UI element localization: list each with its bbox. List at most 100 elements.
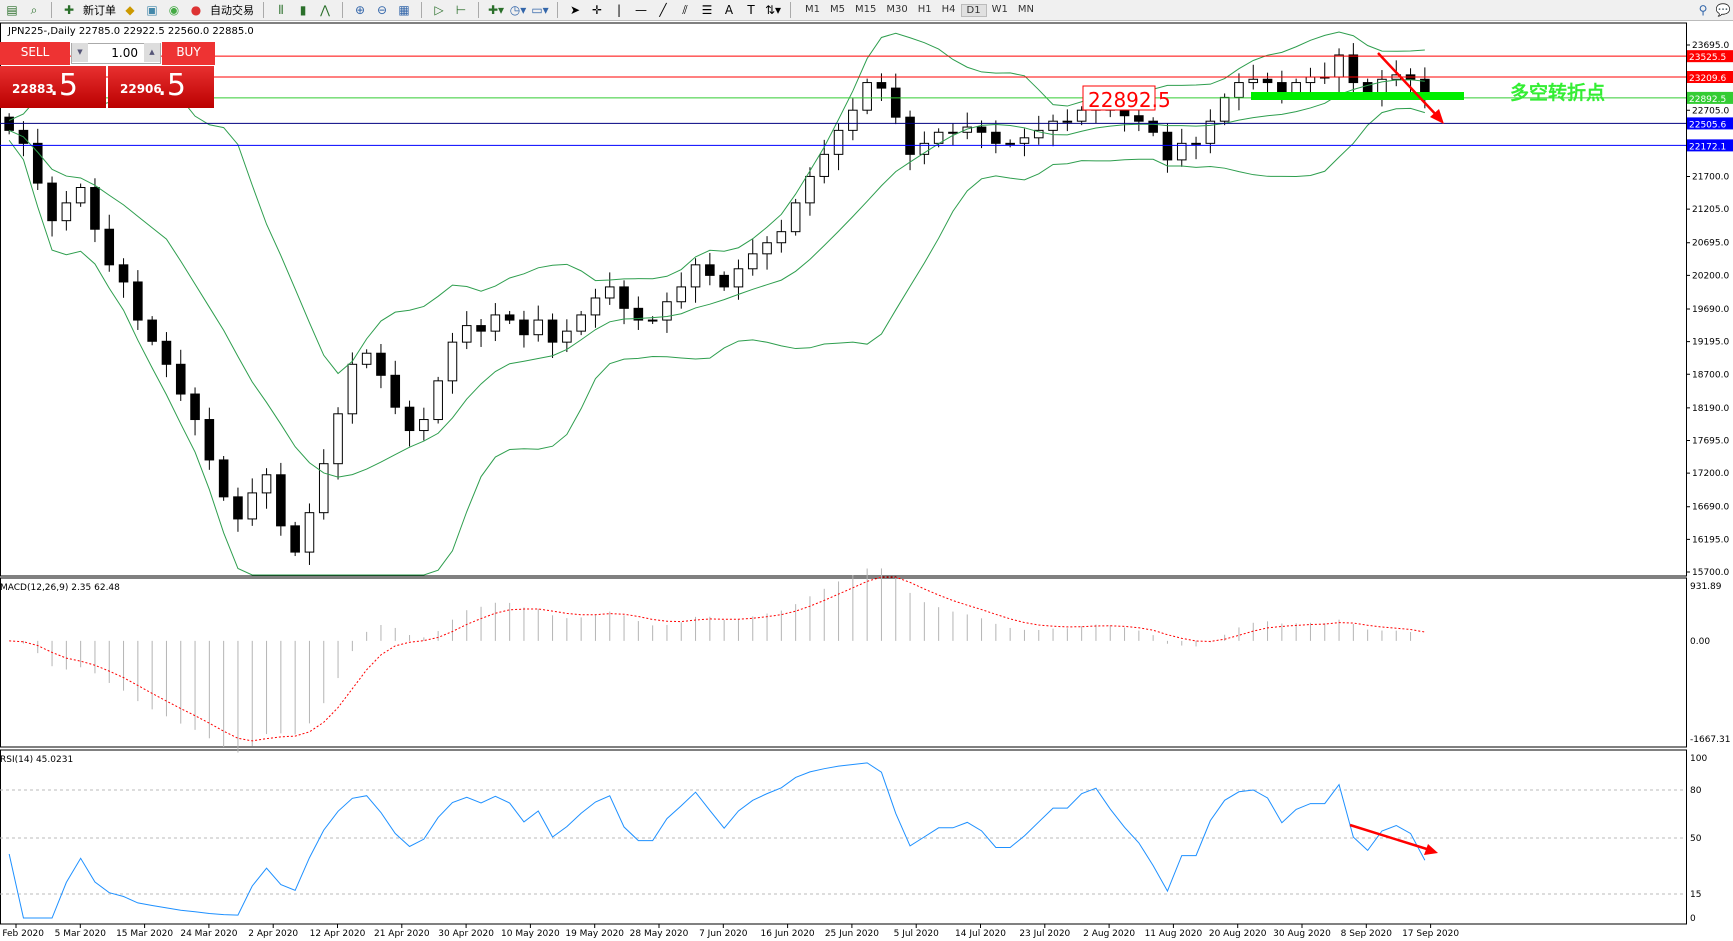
terminal-icon[interactable]: ▣ <box>146 3 158 17</box>
new-order-button[interactable]: 新订单 <box>83 4 116 17</box>
turning-point-zone <box>1251 92 1464 100</box>
date-label: 19 May 2020 <box>565 929 624 939</box>
candle-body <box>1234 82 1244 98</box>
rsi-arrow-head <box>1424 844 1438 855</box>
auto-trading-button[interactable]: 自动交易 <box>210 4 254 17</box>
date-label: 25 Feb 2020 <box>0 929 44 939</box>
templates-icon[interactable]: ▭▾ <box>531 3 549 17</box>
arrows-icon[interactable]: ⇅▾ <box>764 3 782 17</box>
zoom-in-icon[interactable]: ⊕ <box>354 3 366 17</box>
market-watch-icon[interactable]: ▤ <box>6 3 18 17</box>
candle-body <box>161 340 172 365</box>
cursor-icon[interactable]: ➤ <box>569 3 581 17</box>
text-icon[interactable]: A <box>724 3 734 17</box>
buy-button[interactable]: BUY <box>162 42 215 65</box>
buy-price-pip: .5 <box>157 68 186 103</box>
indicators-icon[interactable]: ✚▾ <box>487 3 505 17</box>
lot-decrease-button[interactable]: ▼ <box>72 43 88 62</box>
macd-label: MACD(12,26,9) 2.35 62.48 <box>0 583 120 593</box>
signals-icon[interactable]: ◉ <box>168 3 180 17</box>
candle-body <box>75 187 86 204</box>
bar-chart-icon[interactable]: ⫴ <box>278 2 284 17</box>
candle-body <box>519 319 529 336</box>
lot-size-input[interactable]: 1.00 <box>71 43 161 64</box>
chart-window[interactable]: JPN225-,Daily 22785.0 22922.5 22560.0 22… <box>0 22 1733 941</box>
date-label: 25 Jun 2020 <box>825 929 879 939</box>
annotation-box <box>1082 85 1156 111</box>
sell-price-main: 22883 <box>12 82 54 96</box>
toolbar: ▤ ⌕ ✚ 新订单 ◆ ▣ ◉ ● 自动交易 ⫴ ▮ ⋀ ⊕ ⊖ ▦ ▷ ⊢ ✚… <box>0 0 1733 21</box>
line-chart-icon[interactable]: ⋀ <box>320 3 330 17</box>
candle-body <box>905 116 915 155</box>
candle-body <box>604 286 615 299</box>
chat-icon[interactable]: 💬 <box>1715 3 1731 17</box>
tile-windows-icon[interactable]: ▦ <box>398 3 410 17</box>
date-label: 20 Aug 2020 <box>1209 929 1267 939</box>
candle-body <box>47 182 57 222</box>
new-order-icon[interactable]: ✚ <box>63 3 75 17</box>
timeframe-m30[interactable]: M30 <box>886 3 908 15</box>
timeframe-h1[interactable]: H1 <box>917 3 932 15</box>
rsi-tick-label: 15 <box>1690 890 1701 900</box>
candle-body <box>218 459 229 498</box>
chart-shift-icon[interactable]: ⊢ <box>455 3 467 17</box>
candle-body <box>547 319 558 343</box>
candle-body <box>304 512 315 553</box>
horizontal-line-icon[interactable]: — <box>635 3 647 17</box>
candle-body <box>147 319 157 342</box>
level-price-tag <box>1687 50 1733 63</box>
price-tick-label: 19690.0 <box>1692 305 1729 315</box>
candle-body <box>676 286 687 303</box>
candle-body <box>662 301 672 321</box>
date-label: 28 May 2020 <box>630 929 689 939</box>
date-label: 12 Apr 2020 <box>310 929 366 939</box>
candle-body <box>633 307 644 321</box>
sell-price[interactable]: 22883 .5 <box>0 66 106 108</box>
date-label: 23 Jul 2020 <box>1019 929 1070 939</box>
candle-body <box>562 330 572 343</box>
buy-price[interactable]: 22906 .5 <box>108 66 214 108</box>
lot-increase-button[interactable]: ▲ <box>144 43 160 62</box>
timeframe-m1[interactable]: M1 <box>805 3 820 15</box>
auto-trading-icon[interactable]: ● <box>190 3 202 17</box>
equidistant-channel-icon[interactable]: ⫽ <box>682 2 688 17</box>
timeframe-d1[interactable]: D1 <box>960 3 987 17</box>
price-tick-label: 20695.0 <box>1692 239 1729 249</box>
strategy-tester-icon[interactable]: ⌕ <box>30 2 38 17</box>
candle-body <box>647 319 658 322</box>
candle-body <box>1219 96 1230 122</box>
bollinger-upper <box>8 31 1425 375</box>
crosshair-icon[interactable]: ✛ <box>591 3 603 17</box>
candle-body <box>1248 78 1259 84</box>
candle-body <box>619 286 629 309</box>
date-label: 30 Apr 2020 <box>438 929 494 939</box>
sell-button[interactable]: SELL <box>0 42 70 65</box>
timeframe-m15[interactable]: M15 <box>855 3 877 15</box>
metaeditor-icon[interactable]: ◆ <box>125 3 135 17</box>
vertical-line-icon[interactable]: | <box>616 3 622 17</box>
candle-body <box>876 82 887 89</box>
annotation-label: 多空转折点 <box>1510 81 1605 104</box>
candle-body <box>1262 78 1273 84</box>
level-price-label: 23209.6 <box>1689 74 1726 84</box>
fibonacci-icon[interactable]: ☰ <box>701 3 713 17</box>
level-price-tag <box>1687 91 1733 104</box>
zoom-out-icon[interactable]: ⊖ <box>376 3 388 17</box>
candle-body <box>90 187 100 230</box>
candle-body <box>1148 120 1158 133</box>
timeframe-h4[interactable]: H4 <box>941 3 956 15</box>
candlestick-icon[interactable]: ▮ <box>299 3 307 17</box>
candle-body <box>919 142 930 155</box>
candle-body <box>690 264 701 288</box>
search-icon[interactable]: ⚲ <box>1698 3 1708 17</box>
level-price-label: 23525.5 <box>1689 53 1726 63</box>
periods-icon[interactable]: ◷▾ <box>509 3 527 17</box>
timeframe-mn[interactable]: MN <box>1017 3 1034 15</box>
candle-body <box>747 253 758 270</box>
timeframe-w1[interactable]: W1 <box>991 3 1008 15</box>
candle-body <box>576 314 586 332</box>
trendline-icon[interactable]: ╱ <box>659 3 667 17</box>
timeframe-m5[interactable]: M5 <box>830 3 845 15</box>
auto-scroll-icon[interactable]: ▷ <box>434 3 444 17</box>
text-label-icon[interactable]: T <box>747 3 755 17</box>
